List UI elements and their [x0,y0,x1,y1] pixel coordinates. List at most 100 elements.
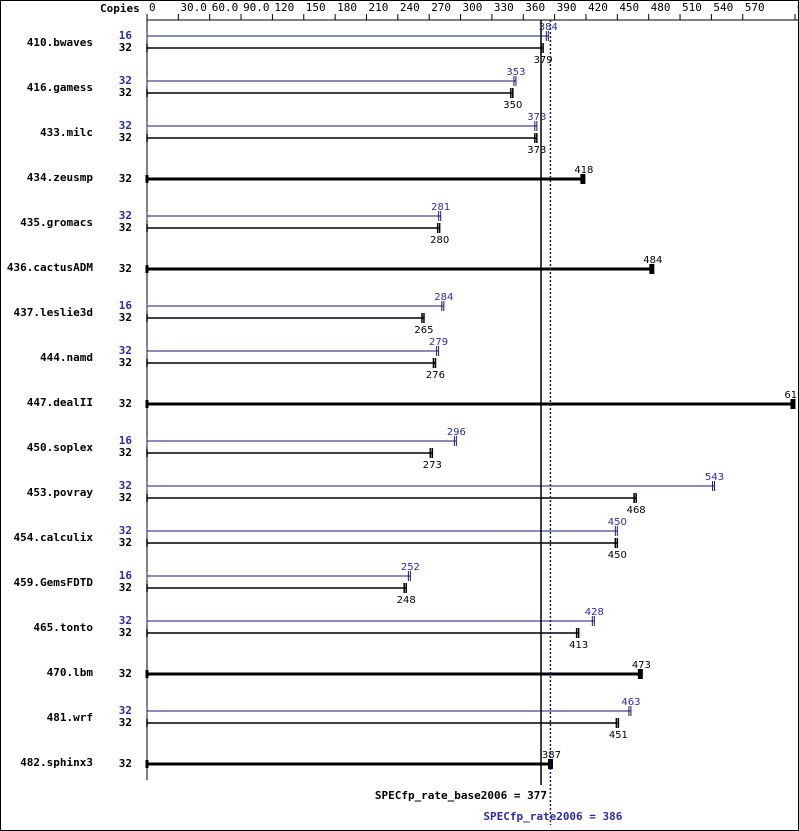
value-label: 463 [621,697,640,708]
value-label: 248 [397,595,416,606]
value-label: 413 [569,640,588,651]
x-tick-label: 60.0 [212,1,239,14]
x-tick-label: 30.0 [180,1,207,14]
value-label: 468 [627,505,646,516]
value-label: 353 [506,67,525,78]
x-tick-label: 450 [619,1,639,14]
value-label: 296 [447,427,466,438]
bar [146,481,716,491]
x-tick-label: 570 [745,1,765,14]
x-tick-label: 210 [368,1,388,14]
copies-label: 16 [119,434,133,447]
copies-label: 32 [119,172,132,185]
copies-label: 32 [119,41,132,54]
x-tick-label: 480 [651,1,671,14]
value-label: 428 [585,607,604,618]
x-tick-label: 180 [337,1,357,14]
value-label: 543 [705,472,724,483]
bar [146,76,517,86]
value-label: 281 [431,202,450,213]
copies-label: 32 [119,479,132,492]
bar [146,346,440,356]
reference-label: SPECfp_rate_base2006 = 377 [375,789,547,802]
copies-label: 32 [119,262,132,275]
bar [146,211,442,221]
benchmark-name: 416.gamess [27,81,93,94]
bar [146,583,407,593]
copies-label: 32 [119,344,132,357]
bar [146,526,618,536]
benchmark-name: 447.dealII [27,396,93,409]
bar [146,436,457,446]
x-tick-label: 330 [494,1,514,14]
reference-label: SPECfp_rate2006 = 386 [483,810,622,823]
bar [146,538,619,548]
copies-label: 32 [119,704,132,717]
copies-label: 32 [119,356,132,369]
copies-label: 32 [119,221,132,234]
x-tick-label: 270 [431,1,451,14]
copies-label: 32 [119,757,132,770]
x-tick-label: 390 [557,1,577,14]
copies-label: 32 [119,626,132,639]
benchmark-name: 450.soplex [27,441,94,454]
copies-label: 16 [119,299,133,312]
x-tick-label: 360 [525,1,545,14]
x-tick-label: 300 [463,1,483,14]
value-label: 284 [434,292,453,303]
x-tick-label: 620 [797,1,799,14]
copies-header: Copies [100,2,140,15]
value-label: 484 [643,255,662,266]
benchmark-name: 433.milc [40,126,93,139]
copies-label: 32 [119,614,132,627]
copies-label: 16 [119,29,133,42]
benchmark-name: 481.wrf [47,711,93,724]
value-label: 273 [423,460,442,471]
bar [146,493,637,503]
copies-label: 32 [119,397,132,410]
value-label: 387 [542,750,561,761]
benchmark-name: 470.lbm [47,666,94,679]
bar [146,571,411,581]
x-tick-label: 150 [306,1,326,14]
value-label: 276 [426,370,445,381]
bar [146,301,445,311]
bar [146,133,538,143]
value-label: 373 [527,145,546,156]
benchmark-name: 436.cactusADM [7,261,93,274]
copies-label: 32 [119,716,132,729]
bar [146,358,437,368]
copies-label: 32 [119,209,132,222]
value-label: 418 [574,165,593,176]
x-tick-label: 540 [713,1,733,14]
bar [146,706,632,716]
copies-label: 32 [119,86,132,99]
benchmark-name: 459.GemsFDTD [14,576,94,589]
copies-label: 32 [119,581,132,594]
bar [145,174,586,184]
bar [146,121,538,131]
x-tick-label: 420 [588,1,608,14]
value-label: 350 [503,100,522,111]
bar [145,759,553,769]
bar [146,88,514,98]
copies-label: 32 [119,446,132,459]
value-label: 280 [430,235,449,246]
benchmark-name: 453.povray [27,486,94,499]
x-tick-label: 90.0 [243,1,270,14]
copies-label: 32 [119,74,132,87]
copies-label: 32 [119,667,132,680]
benchmark-name: 482.sphinx3 [20,756,93,769]
x-tick-label: 120 [274,1,294,14]
bar [146,31,549,41]
bar [146,448,434,458]
benchmark-name: 437.leslie3d [14,306,93,319]
copies-label: 32 [119,524,132,537]
copies-label: 32 [119,311,132,324]
value-label: 279 [429,337,448,348]
bar [145,264,655,274]
bar [145,669,643,679]
x-tick-label: 240 [400,1,420,14]
